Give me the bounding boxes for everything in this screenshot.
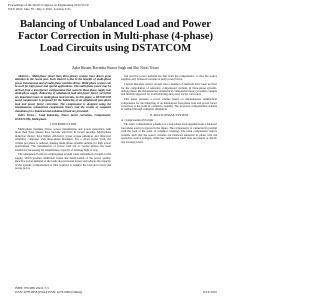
issn: ISSN: 2078-0958 (Print); ISSN: 2078-0966…	[15, 289, 83, 294]
footer-isbn: ISBN: 978-988-18211-7-5 ISSN: 2078-0958 …	[15, 286, 83, 295]
section-heading: II. MULTI-PHASE SYSTEM	[149, 112, 189, 117]
subsection-heading: A. Compensation Principle	[121, 117, 154, 122]
right-column: and reactive power demand are met from t…	[121, 75, 217, 278]
index-terms: Index Terms— Load balancing, Power facto…	[15, 113, 111, 121]
paragraph: Multi-phase machine drives, power transm…	[15, 127, 111, 152]
paragraph: This paper presents a novel scheme based…	[121, 97, 217, 112]
isbn: ISBN: 978-988-18211-7-5	[15, 286, 49, 290]
paragraph: The unbalanced loads in a multi-phase sy…	[15, 152, 111, 171]
header-line: WCE 2010, June 30 - July 2, 2010, London…	[8, 7, 72, 11]
paragraph: and reactive power demand are met from t…	[121, 75, 217, 82]
paper-title: Balancing of Unbalanced Load and Power F…	[18, 19, 213, 55]
paragraph: The basic compensation scheme for a four…	[121, 122, 217, 144]
page: Proceedings of the World Congress on Eng…	[8, 3, 217, 295]
left-column: Abstract— Multi-phase (more than three-p…	[15, 75, 111, 278]
authors: Zakir Husain, Ravindra Kumar Singh and S…	[72, 66, 159, 70]
abstract: Abstract— Multi-phase (more than three-p…	[15, 75, 111, 113]
header-line: Proceedings of the World Congress on Eng…	[8, 3, 89, 7]
section-heading: I. INTRODUCTION	[49, 122, 77, 127]
paragraph: Current literature survey reveals that a…	[121, 82, 217, 97]
footer-conf: WCE 2010	[202, 290, 217, 294]
